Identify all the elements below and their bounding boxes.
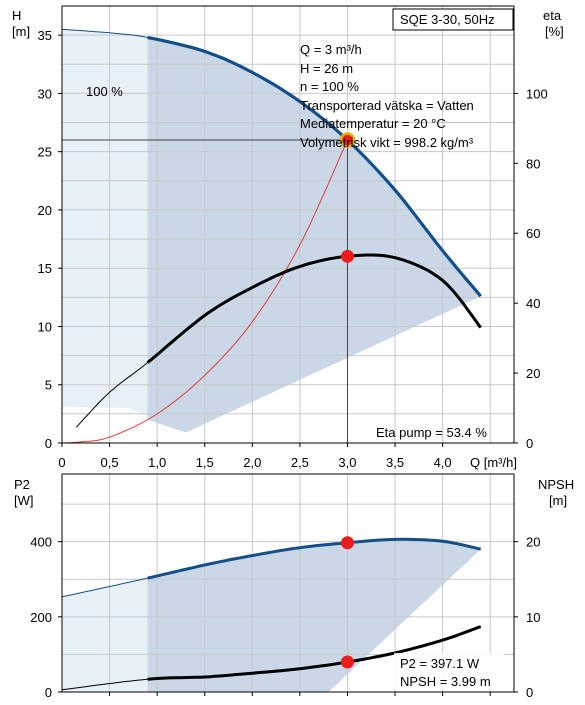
head-tick-label: 0 xyxy=(45,436,52,451)
npsh-axis-label-unit: [m] xyxy=(549,493,567,508)
efficiency-curve-extrapolated xyxy=(75,362,148,428)
npsh-tick-label: 10 xyxy=(526,610,540,625)
head-axis-label-symbol: H xyxy=(12,8,21,23)
head-tick-label: 20 xyxy=(38,203,52,218)
eta-tick-label: 20 xyxy=(526,366,540,381)
x-tick-label: 2,0 xyxy=(243,455,261,470)
head-tick-label: 5 xyxy=(45,378,52,393)
bottom-gridlines xyxy=(62,474,514,692)
info-density: Volymetrisk vikt = 998.2 kg/m³ xyxy=(300,135,474,150)
eta-axis-label-unit: [%] xyxy=(545,24,564,39)
p2-curve xyxy=(147,537,482,580)
operating-point-eta-marker xyxy=(340,249,354,263)
p2-tick-label: 200 xyxy=(30,610,52,625)
head-curve xyxy=(147,35,482,298)
top-band-dark xyxy=(147,37,481,433)
p2-readout: P2 = 397.1 W xyxy=(400,656,480,671)
x-tick-label: 1,5 xyxy=(196,455,214,470)
bottom-tick-labels: 0 200 400 0 10 20 xyxy=(30,535,540,700)
x-axis-label: Q [m³/h] xyxy=(470,455,517,470)
p2-tick-label: 0 xyxy=(45,685,52,700)
npsh-curve xyxy=(147,625,482,681)
bottom-operating-bands xyxy=(62,539,481,692)
x-tick-label: 4,0 xyxy=(434,455,452,470)
operating-point-head-marker xyxy=(339,132,356,148)
npsh-readout: NPSH = 3.99 m xyxy=(400,674,491,689)
x-tick-label: 3,5 xyxy=(386,455,404,470)
eta-pump-label: Eta pump = 53.4 % xyxy=(376,425,487,440)
bottom-curves xyxy=(61,536,482,691)
eta-tick-label: 0 xyxy=(526,436,533,451)
operating-point-p2-marker xyxy=(340,536,354,550)
info-head: H = 26 m xyxy=(300,61,353,76)
bottom-plot-frame xyxy=(61,473,515,693)
eta-tick-label: 80 xyxy=(526,156,540,171)
model-label: SQE 3-30, 50Hz xyxy=(400,12,495,27)
system-curve xyxy=(61,139,348,444)
info-flow: Q = 3 m³/h xyxy=(300,42,362,57)
x-tick-label: 3,0 xyxy=(338,455,356,470)
npsh-tick-label: 0 xyxy=(526,685,533,700)
head-tick-label: 25 xyxy=(38,145,52,160)
p2-curve-extrapolated xyxy=(61,577,148,598)
head-tick-label: 35 xyxy=(38,28,52,43)
bottom-band-dark xyxy=(147,539,481,692)
x-tick-label: 2,5 xyxy=(291,455,309,470)
head-tick-label: 10 xyxy=(38,319,52,334)
top-plot-frame xyxy=(61,5,515,444)
head-axis-label-unit: [m] xyxy=(12,24,30,39)
p2-tick-label: 400 xyxy=(30,535,52,550)
head-tick-label: 15 xyxy=(38,261,52,276)
top-tick-labels: 0 0,5 1,0 1,5 2,0 2,5 3,0 3,5 4,0 0 5 10 15 20 25 30 35 0… xyxy=(38,28,548,470)
info-temperature: Mediatemperatur = 20 °C xyxy=(300,116,446,131)
p2-axis-label-unit: [W] xyxy=(14,493,34,508)
head-curve-extrapolated xyxy=(61,28,148,38)
x-tick-label: 0,5 xyxy=(101,455,119,470)
power-npsh-panel: 0 200 400 0 10 20 P2 [W] NPSH [m] P2 = 397.1 … xyxy=(14,473,574,700)
eta-axis-label-symbol: eta xyxy=(543,8,562,23)
eta-tick-label: 60 xyxy=(526,226,540,241)
operating-point-npsh-marker xyxy=(340,655,354,669)
top-curves xyxy=(61,28,482,444)
eta-tick-label: 100 xyxy=(526,86,548,101)
bottom-readout-backdrop xyxy=(394,653,504,689)
head-efficiency-panel: 0 0,5 1,0 1,5 2,0 2,5 3,0 3,5 4,0 0 5 10 15 20 25 30 35 0… xyxy=(12,5,564,470)
info-liquid: Transporterad vätska = Vatten xyxy=(300,98,474,113)
npsh-axis-label-symbol: NPSH xyxy=(538,477,574,492)
npsh-tick-label: 20 xyxy=(526,535,540,550)
top-gridlines xyxy=(62,6,514,443)
head-tick-label: 30 xyxy=(38,86,52,101)
efficiency-curve xyxy=(146,253,482,364)
eta-tick-label: 40 xyxy=(526,296,540,311)
p2-axis-label-symbol: P2 xyxy=(14,477,30,492)
model-label-box xyxy=(392,8,514,31)
x-tick-label: 0 xyxy=(58,455,65,470)
info-speed: n = 100 % xyxy=(300,79,359,94)
speed-label: 100 % xyxy=(86,84,123,99)
top-operating-bands xyxy=(62,29,481,433)
x-tick-label: 1,0 xyxy=(148,455,166,470)
npsh-curve-extrapolated xyxy=(61,678,148,691)
